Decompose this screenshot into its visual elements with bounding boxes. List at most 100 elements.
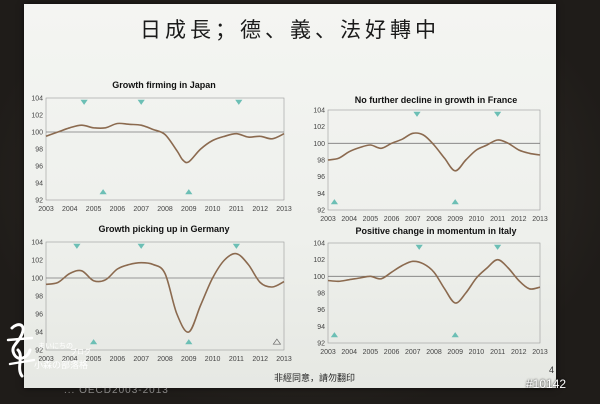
series-line-france (327, 132, 541, 172)
x-tick-label: 2008 (157, 356, 173, 363)
copyright-notice: 非經同意，請勿翻印 (274, 374, 356, 384)
trough-marker-up (451, 199, 459, 205)
x-tick-label: 2011 (490, 216, 505, 223)
x-tick-label: 2010 (205, 206, 221, 213)
watermark-tag: #10142 (526, 377, 567, 391)
y-tick-label: 98 (317, 291, 325, 298)
peak-marker-down (232, 243, 240, 249)
x-tick-label: 2012 (252, 356, 268, 363)
x-tick-label: 2005 (363, 216, 379, 223)
x-tick-label: 2013 (276, 356, 292, 363)
svg-text:小森の部落格: 小森の部落格 (34, 359, 88, 371)
chart-title-japan: Growth firming in Japan (112, 80, 216, 90)
x-tick-label: 2009 (181, 356, 197, 363)
x-tick-label: 2012 (511, 349, 527, 356)
x-tick-label: 2004 (62, 356, 78, 363)
y-tick-label: 96 (35, 312, 43, 319)
peak-marker-down (137, 243, 145, 249)
trough-marker-up (99, 189, 107, 195)
y-tick-label: 98 (317, 158, 325, 165)
x-tick-label: 2008 (157, 206, 173, 213)
x-tick-label: 2009 (181, 206, 197, 213)
y-tick-label: 100 (313, 274, 325, 281)
y-tick-label: 94 (317, 324, 325, 331)
peak-marker-down (413, 111, 421, 117)
y-tick-label: 98 (35, 147, 43, 154)
y-tick-label: 96 (317, 307, 325, 314)
plot-frame-japan (45, 97, 285, 201)
svg-text:まいにちの: まいにちの (38, 342, 73, 350)
source-line: ... OECD2003-2013 (64, 385, 169, 396)
x-tick-label: 2005 (363, 349, 379, 356)
y-tick-label: 92 (35, 198, 43, 205)
x-tick-label: 2004 (62, 206, 78, 213)
trough-marker-up (451, 332, 459, 338)
chart-italy: 92 94 96 98 100 102 104 2003 2004 2005 2006 2007 200… (313, 241, 548, 357)
peak-marker-down (235, 99, 243, 105)
y-tick-label: 100 (31, 276, 43, 283)
x-tick-label: 2003 (320, 349, 336, 356)
chart-title-italy: Positive change in momentum in Italy (355, 226, 517, 236)
y-tick-label: 92 (35, 348, 43, 355)
y-tick-label: 100 (313, 141, 325, 148)
series-line-italy (327, 258, 541, 304)
x-tick-label: 2009 (447, 349, 463, 356)
y-tick-label: 102 (313, 257, 325, 264)
chart-germany: 92 94 96 98 100 102 104 2003 2004 2005 2006 2007 200… (31, 240, 292, 364)
peak-marker-down (494, 244, 502, 250)
x-tick-label: 2003 (320, 216, 336, 223)
x-tick-label: 2007 (133, 206, 149, 213)
x-tick-label: 2011 (490, 349, 505, 356)
y-tick-label: 104 (313, 108, 325, 115)
peak-marker-down (73, 243, 81, 249)
y-tick-label: 92 (317, 341, 325, 348)
y-tick-label: 100 (31, 130, 43, 137)
x-tick-label: 2013 (532, 216, 548, 223)
x-tick-label: 2008 (426, 349, 442, 356)
x-tick-label: 2006 (110, 356, 126, 363)
y-tick-label: 104 (313, 241, 325, 248)
y-tick-label: 94 (317, 191, 325, 198)
series-line-germany (45, 252, 285, 333)
svg-text:ブログ: ブログ (70, 347, 91, 356)
trough-marker-up (330, 332, 338, 338)
x-tick-label: 2007 (405, 349, 421, 356)
provisional-marker-up (272, 338, 282, 345)
slide-title: 日成長；德、義、法好轉中 (140, 18, 440, 42)
x-tick-label: 2013 (532, 349, 548, 356)
x-tick-label: 2004 (341, 216, 357, 223)
plot-frame-germany (45, 241, 285, 351)
chart-japan: 92 94 96 98 100 102 104 2003 2004 2005 2006 2007 200… (31, 96, 292, 214)
x-tick-label: 2004 (341, 349, 357, 356)
chart-france: 92 94 96 98 100 102 104 2003 2004 2005 2006 2007 200… (313, 108, 548, 224)
y-tick-label: 96 (35, 164, 43, 171)
x-tick-label: 2003 (38, 206, 54, 213)
y-tick-label: 94 (35, 330, 43, 337)
blog-watermark-logo: まいにちの ブログ 小森の部落格 (6, 323, 91, 378)
series-line-japan (45, 122, 285, 164)
peak-marker-down (80, 99, 88, 105)
y-tick-label: 102 (313, 124, 325, 131)
x-tick-label: 2006 (384, 349, 400, 356)
trough-marker-up (185, 189, 193, 195)
chart-title-germany: Growth picking up in Germany (98, 224, 230, 234)
x-tick-label: 2011 (229, 206, 244, 213)
trough-marker-up (185, 339, 193, 345)
x-tick-label: 2005 (86, 356, 102, 363)
presentation-slide: 日成長；德、義、法好轉中 Growth firming in Japan 92 9… (24, 4, 556, 388)
x-tick-label: 2007 (405, 216, 421, 223)
page-number: 4 (549, 365, 555, 375)
x-tick-label: 2007 (133, 356, 149, 363)
y-tick-label: 92 (317, 208, 325, 215)
x-tick-label: 2011 (229, 356, 244, 363)
peak-marker-down (415, 244, 423, 250)
y-tick-label: 102 (31, 258, 43, 265)
x-tick-label: 2009 (447, 216, 463, 223)
y-tick-label: 94 (35, 181, 43, 188)
x-tick-label: 2005 (86, 206, 102, 213)
y-tick-label: 96 (317, 174, 325, 181)
x-tick-label: 2008 (426, 216, 442, 223)
x-tick-label: 2010 (469, 216, 485, 223)
x-tick-label: 2010 (205, 356, 221, 363)
